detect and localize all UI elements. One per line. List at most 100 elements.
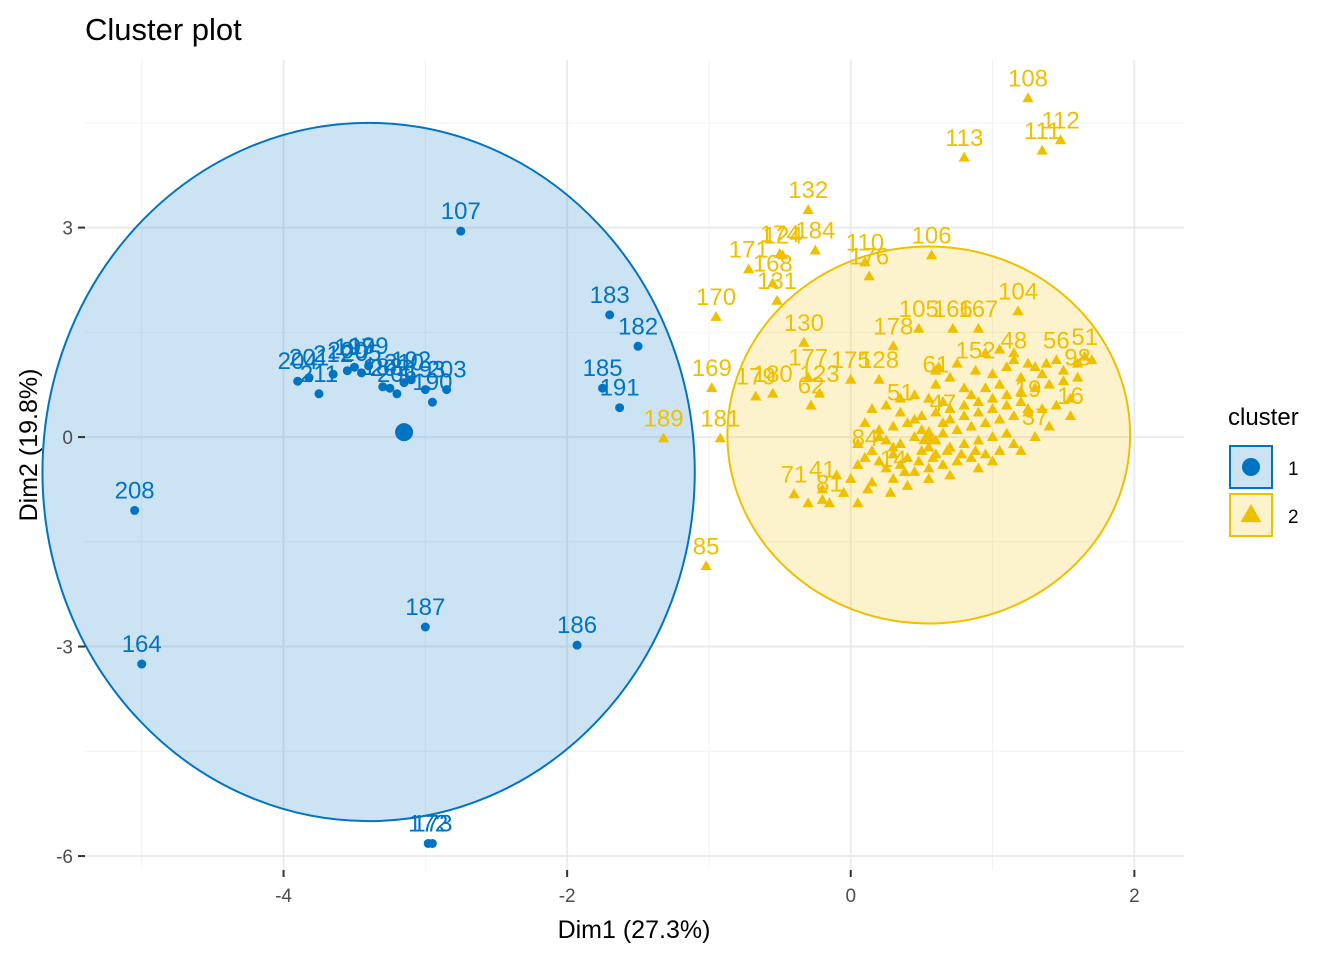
data-point bbox=[802, 204, 814, 215]
point-label: 173 bbox=[412, 810, 452, 837]
data-point bbox=[923, 472, 935, 483]
data-point bbox=[349, 362, 359, 372]
data-point bbox=[859, 256, 871, 267]
point-label: 182 bbox=[618, 313, 658, 340]
point-label: 106 bbox=[912, 223, 952, 250]
data-point bbox=[137, 659, 147, 669]
point-label: 184 bbox=[795, 218, 835, 245]
point-label: 61 bbox=[922, 352, 949, 379]
point-label: 185 bbox=[583, 355, 623, 382]
y-tick-label: 0 bbox=[62, 428, 73, 449]
point-labels: 1071831821851912042012112122001972051992… bbox=[115, 65, 1098, 837]
point-label: 14 bbox=[880, 446, 907, 473]
point-label: 172 bbox=[408, 810, 448, 837]
chart-title: Cluster plot bbox=[85, 12, 242, 47]
point-label: 192 bbox=[391, 347, 431, 374]
point-label: 41 bbox=[809, 456, 836, 483]
data-point bbox=[908, 465, 921, 476]
data-point bbox=[979, 417, 992, 428]
data-point bbox=[958, 438, 970, 448]
data-point bbox=[944, 469, 956, 480]
data-point bbox=[710, 310, 722, 321]
data-point bbox=[863, 270, 875, 281]
data-point bbox=[1036, 403, 1048, 414]
point-label: 168 bbox=[753, 250, 793, 277]
data-point bbox=[873, 455, 885, 466]
data-point bbox=[1071, 371, 1084, 382]
data-point bbox=[1029, 431, 1041, 441]
data-point bbox=[972, 434, 985, 445]
data-point bbox=[572, 640, 582, 650]
point-label: 84 bbox=[852, 425, 879, 452]
plot-grid bbox=[85, 60, 1184, 870]
point-label: 104 bbox=[998, 278, 1038, 305]
legend-symbol-2 bbox=[1240, 504, 1262, 523]
point-label: 108 bbox=[1008, 65, 1048, 92]
data-point bbox=[750, 390, 762, 401]
data-point bbox=[1001, 361, 1013, 372]
point-label: 98 bbox=[1064, 345, 1091, 372]
data-point bbox=[1008, 354, 1020, 365]
data-point bbox=[941, 445, 953, 455]
data-point bbox=[1050, 354, 1063, 365]
point-label: 113 bbox=[945, 125, 983, 152]
cluster-ellipse-1 bbox=[41, 121, 696, 823]
point-label: 85 bbox=[693, 533, 720, 560]
point-label: 199 bbox=[349, 333, 389, 360]
data-point bbox=[894, 392, 907, 403]
data-point bbox=[913, 455, 925, 466]
data-point bbox=[1008, 438, 1020, 448]
point-label: 47 bbox=[930, 390, 957, 417]
data-point bbox=[788, 488, 800, 499]
data-point bbox=[427, 397, 437, 407]
data-point bbox=[1029, 382, 1041, 393]
point-label: 201 bbox=[289, 345, 329, 372]
x-axis-title: Dim1 (27.3%) bbox=[558, 916, 711, 944]
point-label: 81 bbox=[816, 470, 843, 497]
data-point bbox=[1008, 347, 1020, 358]
data-point bbox=[862, 483, 874, 494]
data-point bbox=[937, 396, 949, 407]
point-label: 204 bbox=[278, 348, 318, 375]
data-point bbox=[1015, 371, 1027, 382]
point-label: 188 bbox=[363, 354, 403, 381]
data-point bbox=[932, 361, 945, 372]
point-label: 193 bbox=[405, 357, 445, 384]
data-point bbox=[813, 387, 826, 398]
data-point bbox=[1064, 410, 1077, 421]
data-point bbox=[923, 441, 935, 452]
data-point bbox=[427, 838, 437, 848]
data-point bbox=[816, 483, 829, 494]
data-point bbox=[986, 403, 999, 414]
data-point bbox=[771, 294, 783, 305]
data-point bbox=[1040, 357, 1053, 368]
legend-label-2: 2 bbox=[1288, 507, 1299, 528]
data-point bbox=[880, 462, 892, 473]
data-point bbox=[456, 226, 466, 236]
point-label: 132 bbox=[788, 177, 828, 204]
point-label: 187 bbox=[405, 594, 445, 621]
data-point bbox=[908, 389, 921, 400]
data-point bbox=[951, 455, 963, 466]
data-point bbox=[314, 389, 324, 399]
point-label: 169 bbox=[692, 355, 732, 382]
point-label: 105 bbox=[899, 296, 939, 323]
data-point bbox=[776, 249, 789, 260]
data-point bbox=[908, 431, 921, 441]
data-point bbox=[1050, 399, 1063, 410]
data-point bbox=[947, 322, 959, 333]
data-point bbox=[873, 373, 885, 384]
point-label: 186 bbox=[557, 612, 597, 639]
point-label: 180 bbox=[753, 361, 793, 388]
data-point bbox=[767, 277, 779, 288]
point-label: 124 bbox=[763, 223, 803, 250]
data-point bbox=[742, 263, 755, 274]
point-label: 206 bbox=[377, 361, 417, 388]
data-point bbox=[958, 151, 970, 162]
data-point bbox=[901, 479, 914, 490]
data-point bbox=[955, 448, 968, 459]
data-point bbox=[802, 371, 814, 382]
point-label: 56 bbox=[1043, 327, 1070, 354]
data-point bbox=[880, 434, 892, 445]
